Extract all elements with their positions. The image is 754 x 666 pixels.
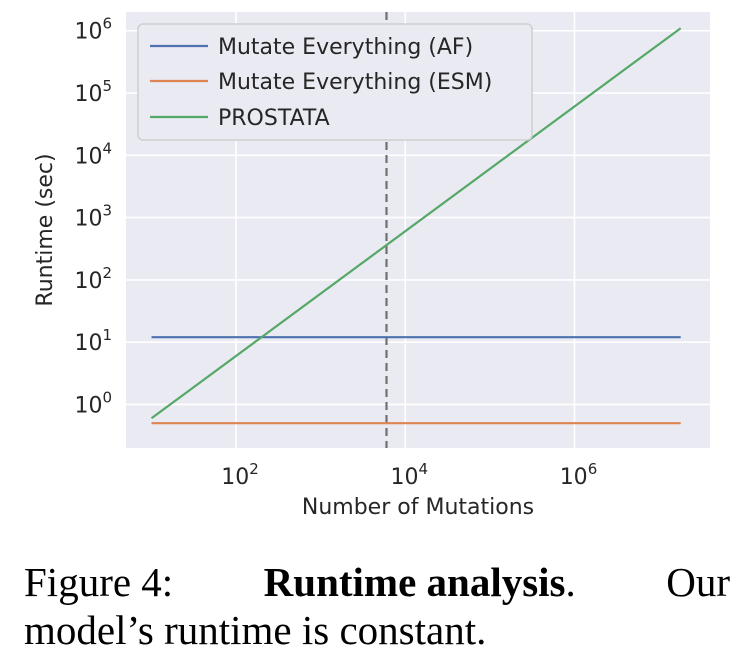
tick-labels: 102 104 106 100 101 102 103 104 105 106 <box>74 15 597 490</box>
y-tick-label: 101 <box>74 326 112 356</box>
y-tick-label: 105 <box>74 77 112 107</box>
figure-caption: Figure 4: Runtime analysis. Our model’s … <box>24 558 730 654</box>
caption-prefix: Figure 4: <box>24 559 174 605</box>
y-tick-label: 103 <box>74 202 112 232</box>
x-tick-label: 104 <box>390 460 428 490</box>
legend-label-af: Mutate Everything (AF) <box>218 35 473 60</box>
x-tick-label: 102 <box>221 460 259 490</box>
legend-label-esm: Mutate Everything (ESM) <box>218 70 492 95</box>
y-tick-label: 104 <box>74 139 112 169</box>
chart: 102 104 106 100 101 102 103 104 105 106 Number of… <box>33 12 710 520</box>
caption-period: . <box>565 559 576 605</box>
y-tick-label: 106 <box>74 15 112 45</box>
caption-title-group: Runtime analysis. <box>264 558 576 606</box>
series-lines <box>150 27 682 425</box>
x-tick-label: 106 <box>560 460 598 490</box>
legend: Mutate Everything (AF) Mutate Everything… <box>137 23 533 141</box>
x-axis-title: Number of Mutations <box>302 495 534 520</box>
caption-word-our: Our <box>666 559 730 605</box>
caption-title: Runtime analysis <box>263 559 566 605</box>
y-axis-title: Runtime (sec) <box>33 153 58 306</box>
series-line-2 <box>150 27 682 420</box>
caption-line-1: Figure 4: Runtime analysis. Our <box>24 558 730 606</box>
caption-line-2: model’s runtime is constant. <box>24 607 487 653</box>
legend-box <box>137 23 533 141</box>
y-tick-label: 102 <box>74 264 112 294</box>
legend-label-prostata: PROSTATA <box>218 106 330 131</box>
y-tick-label: 100 <box>74 388 112 418</box>
